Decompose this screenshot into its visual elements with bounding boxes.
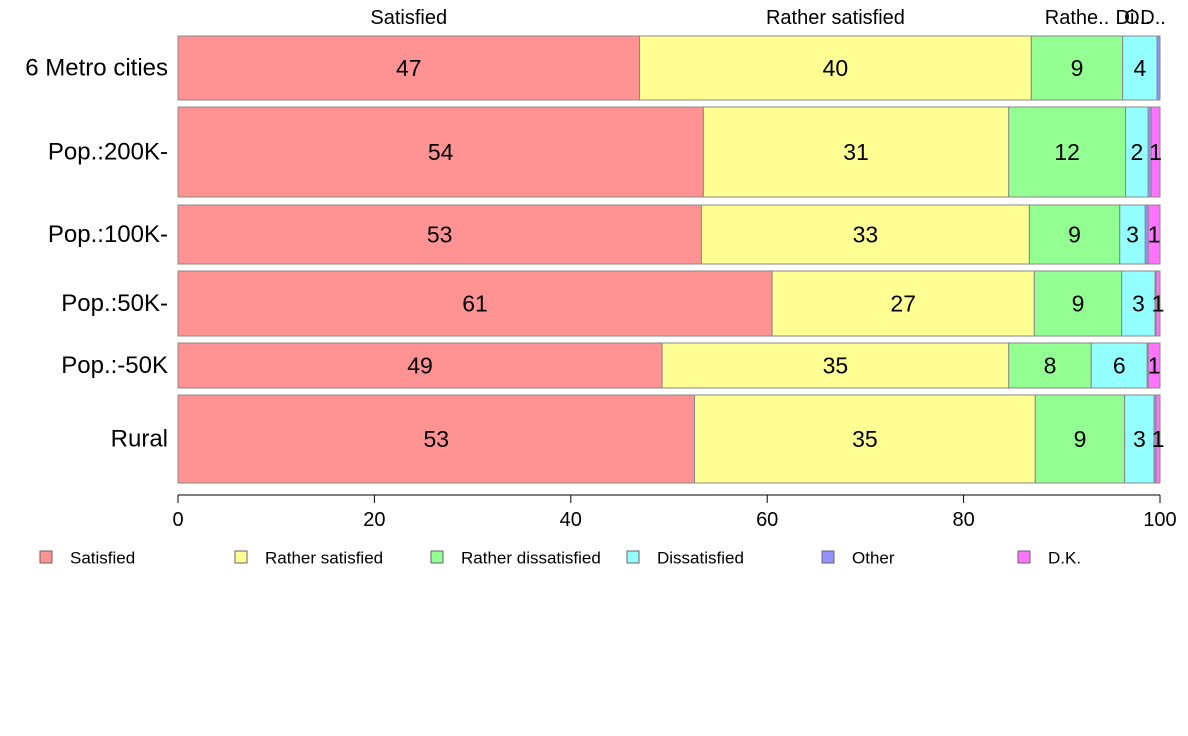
bar-segment <box>1008 106 1127 198</box>
top-series-label: Satisfied <box>370 7 447 29</box>
top-series-label: Rathe.. <box>1045 7 1109 29</box>
bar-value-label: 54 <box>428 139 454 165</box>
category-label: Pop.:-50K <box>61 352 168 379</box>
bar-segment <box>1122 35 1158 101</box>
bar-segment <box>1124 394 1155 484</box>
bar-value-label: 2 <box>1131 139 1144 165</box>
bar-segment <box>1147 204 1161 265</box>
bar-value-label: 40 <box>823 55 849 81</box>
x-tick-label: 20 <box>363 509 385 531</box>
legend-label: Rather satisfied <box>265 549 383 568</box>
bar-value-label: 8 <box>1044 353 1057 379</box>
bar-value-label: 3 <box>1132 291 1145 317</box>
bar-value-label: 53 <box>427 222 453 248</box>
top-category-labels: Satisfied Rather satisfied Rathe.. Di..O..D… <box>370 7 1165 29</box>
bar-segment <box>177 106 704 198</box>
legend-label: Dissatisfied <box>657 549 744 568</box>
bars <box>177 35 1161 484</box>
bar-segment <box>177 204 702 265</box>
bar-value-label: 9 <box>1074 426 1087 452</box>
bar-segment <box>702 106 1010 198</box>
bar-segment <box>771 270 1035 337</box>
bar-segment <box>1156 35 1161 101</box>
top-series-label: Rather satisfied <box>766 7 905 29</box>
bar-value-label: 27 <box>890 291 916 317</box>
x-tick-label: 60 <box>756 509 778 531</box>
bar-segment <box>177 270 773 337</box>
bar-segment <box>1155 270 1161 337</box>
bar-value-label: 1 <box>1148 353 1161 379</box>
bar-segment <box>1147 342 1161 389</box>
bar-segment <box>177 394 696 484</box>
bar-segment <box>1090 342 1148 389</box>
legend-label: Satisfied <box>70 549 135 568</box>
bar-segment <box>1119 204 1146 265</box>
bar-value-label: 49 <box>407 353 433 379</box>
legend: Satisfied Rather satisfied Rather dissatis… <box>39 549 1081 568</box>
legend-swatch <box>626 550 640 564</box>
bar-value-label: 6 <box>1113 353 1126 379</box>
legend-swatch <box>430 550 444 564</box>
x-tick-label: 100 <box>1143 509 1176 531</box>
bar-value-label: 47 <box>396 55 422 81</box>
bar-value-label: 1 <box>1149 139 1162 165</box>
bar-value-label: 53 <box>423 426 449 452</box>
bar-segment <box>661 342 1010 389</box>
bar-value-label: 9 <box>1068 222 1081 248</box>
bar-segment <box>1034 394 1126 484</box>
bar-value-label: 3 <box>1133 426 1146 452</box>
bar-value-labels: 47 40 9 454 31 12 2 153 33 9 3 161 27 9 3 149 35 8 6 153 35 9… <box>396 55 1164 452</box>
bar-segment <box>1033 270 1123 337</box>
bar-value-label: 1 <box>1152 291 1165 317</box>
bar-segment <box>1150 106 1161 198</box>
bar-value-label: 9 <box>1072 291 1085 317</box>
legend-swatch <box>234 550 248 564</box>
bar-value-label: 1 <box>1152 426 1165 452</box>
category-label: Pop.:50K- <box>61 290 168 317</box>
category-label: 6 Metro cities <box>25 55 168 82</box>
bar-value-label: 9 <box>1071 55 1084 81</box>
x-tick-label: 40 <box>560 509 582 531</box>
bar-value-label: 31 <box>843 139 869 165</box>
bar-value-label: 35 <box>823 353 849 379</box>
bar-value-label: 12 <box>1054 139 1080 165</box>
bar-segment <box>1121 270 1156 337</box>
bar-segment <box>700 204 1030 265</box>
top-series-label: D.. <box>1140 7 1166 29</box>
legend-label: Other <box>852 549 895 568</box>
legend-label: Rather dissatisfied <box>461 549 601 568</box>
bar-segment <box>1030 35 1124 101</box>
top-series-label: O.. <box>1124 7 1151 29</box>
bar-segment <box>694 394 1036 484</box>
bar-value-label: 33 <box>853 222 879 248</box>
category-axis-labels: 6 Metro cities Pop.:200K- Pop.:100K- Pop.:5… <box>25 55 168 453</box>
legend-label: D.K. <box>1048 549 1081 568</box>
bar-segment <box>1028 204 1121 265</box>
category-label: Pop.:200K- <box>48 139 168 166</box>
x-axis: 0 20 40 60 80 100 <box>172 494 1177 531</box>
bar-value-label: 35 <box>852 426 878 452</box>
top-series-label: Di.. <box>1116 7 1146 29</box>
bar-value-label: 4 <box>1133 55 1146 81</box>
legend-swatch <box>1017 550 1031 564</box>
legend-swatch <box>39 550 53 564</box>
bar-segment <box>1155 394 1161 484</box>
x-tick-label: 80 <box>952 509 974 531</box>
bar-value-label: 61 <box>462 291 488 317</box>
bar-value-label: 3 <box>1126 222 1139 248</box>
category-label: Rural <box>111 426 168 453</box>
legend-swatch <box>821 550 835 564</box>
bar-segment <box>177 342 663 389</box>
bar-value-label: 1 <box>1148 222 1161 248</box>
x-tick-label: 0 <box>172 509 183 531</box>
bar-segment <box>177 35 641 101</box>
category-label: Pop.:100K- <box>48 221 168 248</box>
